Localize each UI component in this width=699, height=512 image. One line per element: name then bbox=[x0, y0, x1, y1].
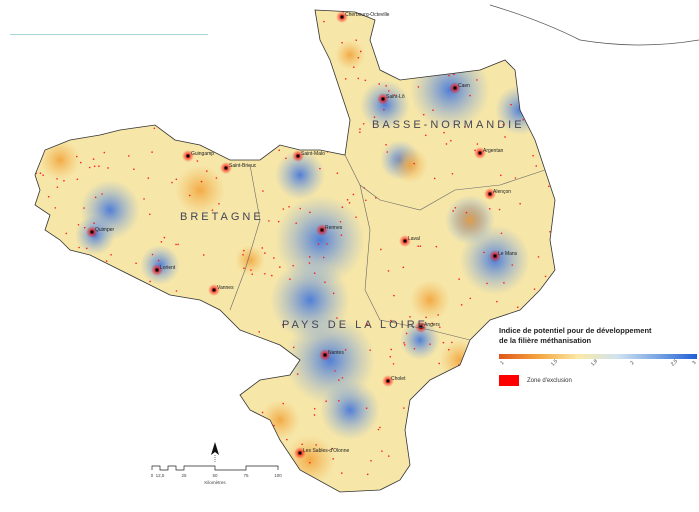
city-marker bbox=[155, 268, 159, 272]
city-label: Saint-Malo bbox=[301, 151, 325, 157]
city-label: Nantes bbox=[328, 350, 344, 356]
city-label: Saint-Brieuc bbox=[229, 163, 257, 169]
region-label-basse-normandie: BASSE-NORMANDIE bbox=[372, 119, 525, 131]
region-label-pays-de-la-loire: PAYS DE LA LOIRE bbox=[282, 319, 428, 331]
header-rule bbox=[10, 34, 208, 35]
city-label: Caen bbox=[458, 83, 470, 89]
scale-tick: 0 bbox=[151, 473, 154, 478]
north-arrow bbox=[211, 442, 219, 462]
city-marker bbox=[320, 228, 324, 232]
legend: Indice de potentiel pour de développemen… bbox=[499, 326, 699, 386]
legend-tick: 1,5 bbox=[549, 358, 560, 368]
legend-tick: 1,8 bbox=[589, 358, 600, 368]
city-label: Guingamp bbox=[191, 151, 214, 157]
city-marker bbox=[419, 325, 423, 329]
city-marker bbox=[186, 154, 190, 158]
scale-tick: 50 bbox=[212, 473, 218, 478]
exclusion-swatch bbox=[499, 375, 519, 386]
scale-tick: 75 bbox=[243, 473, 249, 478]
city-label: Cherbourg-Octeville bbox=[345, 12, 390, 18]
city-label: Rennes bbox=[325, 225, 343, 231]
city-label: Lorient bbox=[160, 265, 176, 271]
city-marker bbox=[296, 154, 300, 158]
city-marker bbox=[212, 288, 216, 292]
scale-tick: 100 bbox=[274, 473, 282, 478]
city-marker bbox=[323, 353, 327, 357]
legend-tick: 1 bbox=[499, 359, 506, 367]
legend-title-line1: Indice de potentiel pour de développemen… bbox=[499, 326, 652, 335]
city-layer: Cherbourg-Octeville Caen Saint-Lô Saint-Mal… bbox=[86, 11, 518, 459]
legend-exclusion: Zone d'exclusion bbox=[499, 375, 699, 386]
legend-ticks: 1 1,5 1,8 2 2,5 3 bbox=[499, 358, 698, 371]
city-label: Quimper bbox=[95, 227, 115, 233]
city-marker bbox=[224, 166, 228, 170]
city-marker bbox=[340, 15, 344, 19]
city-marker bbox=[298, 451, 302, 455]
city-marker bbox=[381, 97, 385, 101]
legend-color-ramp bbox=[499, 354, 697, 359]
city-label: Vannes bbox=[217, 285, 234, 291]
scale-unit: Kilomètres bbox=[204, 480, 226, 485]
legend-title-line2: de la filière méthanisation bbox=[499, 336, 592, 345]
city-label: Les Sables-d'Olonne bbox=[303, 448, 349, 454]
city-label: Saint-Lô bbox=[386, 94, 405, 100]
city-label: Le Mans bbox=[498, 251, 518, 257]
legend-tick: 2,5 bbox=[669, 358, 680, 368]
legend-tick: 3 bbox=[691, 359, 698, 367]
city-label: Cholet bbox=[391, 376, 406, 382]
region-label-bretagne: BRETAGNE bbox=[180, 211, 264, 223]
city-marker bbox=[403, 239, 407, 243]
scale-tick: 12,5 bbox=[156, 473, 165, 478]
city-marker bbox=[453, 86, 457, 90]
city-label: Alençon bbox=[493, 189, 511, 195]
city-marker bbox=[386, 379, 390, 383]
legend-tick: 2 bbox=[629, 359, 636, 367]
exclusion-label: Zone d'exclusion bbox=[527, 377, 572, 384]
city-label: Angers bbox=[424, 322, 440, 328]
city-label: Laval bbox=[408, 236, 420, 242]
city-marker bbox=[90, 230, 94, 234]
region-boundaries bbox=[229, 154, 546, 341]
city-marker bbox=[478, 151, 482, 155]
coastline-east bbox=[489, 4, 699, 46]
city-marker bbox=[488, 192, 492, 196]
scale-tick: 25 bbox=[181, 473, 187, 478]
city-marker bbox=[493, 254, 497, 258]
scale-bar: Kilomètres 0 12,5 25 50 75 100 bbox=[151, 465, 282, 485]
north-arrow-icon bbox=[211, 442, 219, 455]
city-label: Argentan bbox=[483, 148, 504, 154]
